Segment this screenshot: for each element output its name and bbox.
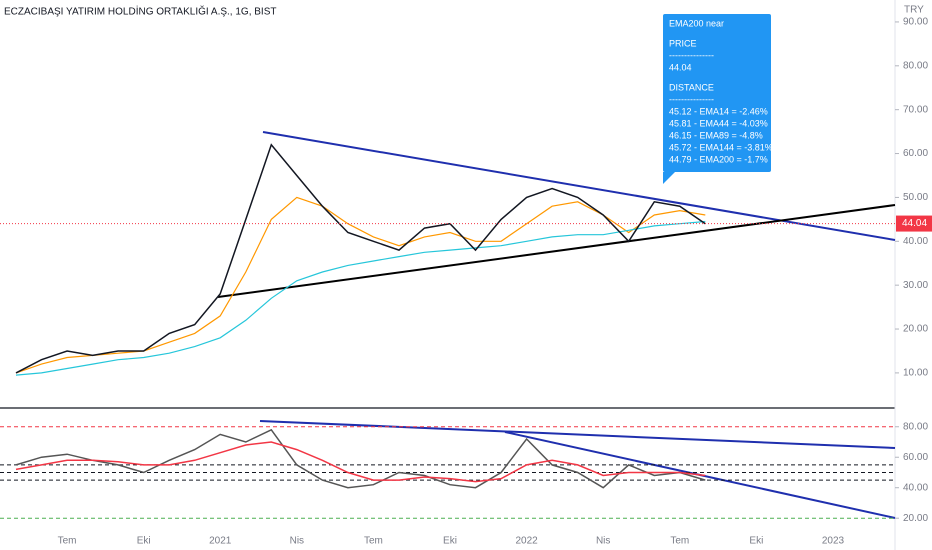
- tooltip-text: 45.12 - EMA14 = -2.46%: [669, 106, 768, 116]
- trendline: [259, 420, 896, 449]
- x-tick-label: 2023: [822, 536, 845, 547]
- tooltip-text: ---------------: [669, 94, 714, 104]
- y-tick-label: 90.00: [903, 17, 928, 28]
- last-price-box: [896, 215, 932, 232]
- currency-label: TRY: [904, 5, 924, 16]
- tooltip-text: 45.81 - EMA44 = -4.03%: [669, 118, 768, 128]
- y-tick-label: 60.00: [903, 452, 928, 463]
- x-tick-label: Nis: [290, 536, 304, 547]
- tooltip-text: PRICE: [669, 38, 697, 48]
- y-tick-label: 40.00: [903, 482, 928, 493]
- y-tick-label: 30.00: [903, 280, 928, 291]
- last-price-label: 44.04: [902, 218, 927, 229]
- tooltip: EMA200 near PRICE --------------- 44.04 DIST…: [663, 14, 773, 184]
- trendline: [217, 204, 896, 298]
- tooltip-text: 45.72 - EMA144 = -3.81%: [669, 142, 773, 152]
- tooltip-text: 44.79 - EMA200 = -1.7%: [669, 154, 768, 164]
- tooltip-text: DISTANCE: [669, 82, 714, 92]
- y-tick-label: 50.00: [903, 192, 928, 203]
- trendline: [262, 131, 896, 241]
- y-tick-label: 70.00: [903, 104, 928, 115]
- chart-title: ECZACIBAŞI YATIRIM HOLDİNG ORTAKLIĞI A.Ş…: [4, 5, 276, 18]
- x-tick-label: Tem: [364, 536, 383, 547]
- y-tick-label: 10.00: [903, 368, 928, 379]
- x-tick-label: Tem: [58, 536, 77, 547]
- x-tick-label: Tem: [670, 536, 689, 547]
- series-line: [15, 143, 706, 374]
- series-line: [15, 428, 706, 489]
- tooltip-pointer: [663, 172, 675, 184]
- y-tick-label: 80.00: [903, 421, 928, 432]
- x-tick-label: 2022: [515, 536, 538, 547]
- y-tick-label: 80.00: [903, 60, 928, 71]
- tooltip-text: 46.15 - EMA89 = -4.8%: [669, 130, 763, 140]
- tooltip-text: ---------------: [669, 50, 714, 60]
- tooltip-box: [663, 14, 771, 172]
- y-tick-label: 60.00: [903, 148, 928, 159]
- series-line: [15, 441, 706, 483]
- x-tick-label: Eki: [137, 536, 151, 547]
- series-line: [15, 196, 706, 374]
- series-line: [15, 220, 706, 376]
- tooltip-text: EMA200 near: [669, 18, 724, 28]
- x-tick-label: 2021: [209, 536, 232, 547]
- x-tick-label: Eki: [443, 536, 457, 547]
- x-tick-label: Nis: [596, 536, 610, 547]
- y-tick-label: 40.00: [903, 236, 928, 247]
- x-tick-label: Eki: [749, 536, 763, 547]
- y-tick-label: 20.00: [903, 513, 928, 524]
- tooltip-text: 44.04: [669, 62, 692, 72]
- y-tick-label: 20.00: [903, 324, 928, 335]
